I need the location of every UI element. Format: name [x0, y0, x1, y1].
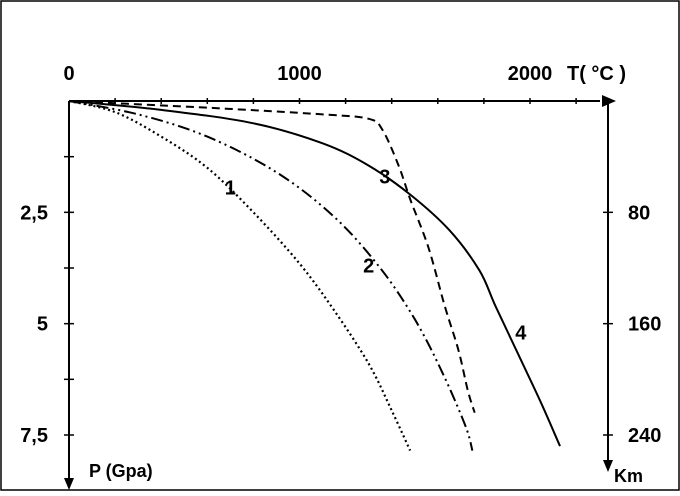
series-label-2: 2	[363, 255, 374, 277]
series-label-3: 3	[379, 166, 390, 188]
series-line-2	[68, 100, 474, 451]
right-axis-title: Km	[614, 466, 643, 486]
right-axis-tick-label: 240	[628, 425, 661, 447]
right-axis-tick-labels: 80 160 240	[628, 202, 661, 447]
series-label-1: 1	[225, 178, 236, 200]
series-label-4: 4	[515, 322, 527, 344]
series-line-4	[68, 100, 561, 447]
left-axis-arrow-icon	[64, 478, 74, 490]
left-axis-tick-labels: 2,5 5 7,5	[20, 202, 48, 447]
right-axis-arrow-icon	[603, 460, 613, 472]
left-axis-tick-label: 7,5	[20, 425, 48, 447]
left-axis-title: P (Gpa)	[89, 461, 153, 481]
series-line-3	[68, 100, 476, 414]
series-line-1	[68, 99, 412, 452]
top-axis-ticks	[114, 98, 577, 104]
right-axis-tick-label: 160	[628, 314, 661, 336]
left-axis-tick-label: 5	[37, 314, 48, 336]
right-axis-tick-label: 80	[628, 202, 650, 224]
top-axis-title: T( °C )	[567, 63, 626, 85]
top-axis-tick-labels: 0 1000 2000	[63, 63, 552, 85]
left-axis-tick-label: 2,5	[20, 202, 48, 224]
series-layer: 1 2 3 4	[68, 99, 561, 452]
left-axis-ticks	[64, 155, 74, 436]
top-axis-tick-label: 2000	[508, 63, 553, 85]
top-axis-tick-label: 1000	[277, 63, 322, 85]
top-axis-tick-label: 0	[63, 63, 74, 85]
right-axis-ticks	[603, 211, 613, 436]
